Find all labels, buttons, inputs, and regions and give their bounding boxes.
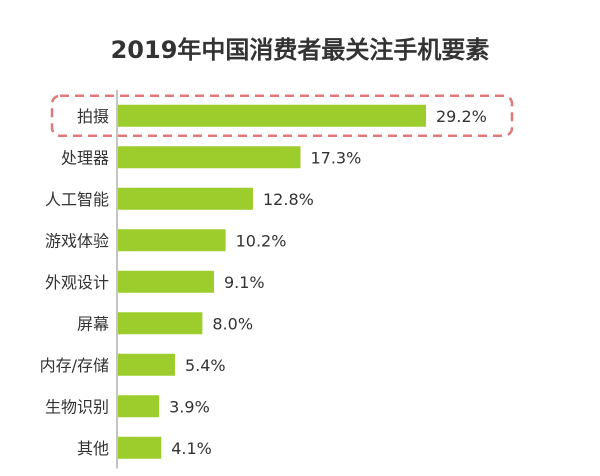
bar bbox=[118, 146, 301, 169]
value-label: 17.3% bbox=[310, 148, 361, 167]
bar bbox=[118, 353, 175, 376]
category-label: 人工智能 bbox=[45, 190, 109, 209]
bar bbox=[118, 312, 203, 335]
bar bbox=[118, 187, 254, 210]
category-label: 生物识别 bbox=[45, 397, 109, 416]
category-label: 内存/存储 bbox=[40, 356, 109, 375]
bar bbox=[118, 229, 226, 252]
category-label: 游戏体验 bbox=[45, 231, 109, 250]
bar bbox=[118, 395, 160, 418]
value-label: 8.0% bbox=[212, 314, 253, 333]
value-label: 10.2% bbox=[236, 231, 287, 250]
category-label: 拍摄 bbox=[77, 107, 109, 126]
category-label: 处理器 bbox=[61, 148, 109, 167]
category-label: 其他 bbox=[77, 439, 109, 458]
value-label: 3.9% bbox=[169, 397, 210, 416]
bar bbox=[118, 436, 162, 459]
category-label: 屏幕 bbox=[77, 314, 109, 333]
value-label: 29.2% bbox=[436, 107, 487, 126]
bar bbox=[118, 104, 426, 127]
bar bbox=[118, 270, 214, 293]
category-label: 外观设计 bbox=[45, 273, 109, 292]
chart-title: 2019年中国消费者最关注手机要素 bbox=[110, 36, 490, 64]
value-label: 9.1% bbox=[224, 273, 265, 292]
value-label: 5.4% bbox=[185, 356, 226, 375]
value-label: 4.1% bbox=[171, 439, 212, 458]
value-label: 12.8% bbox=[263, 190, 314, 209]
highlight-box bbox=[50, 94, 514, 137]
